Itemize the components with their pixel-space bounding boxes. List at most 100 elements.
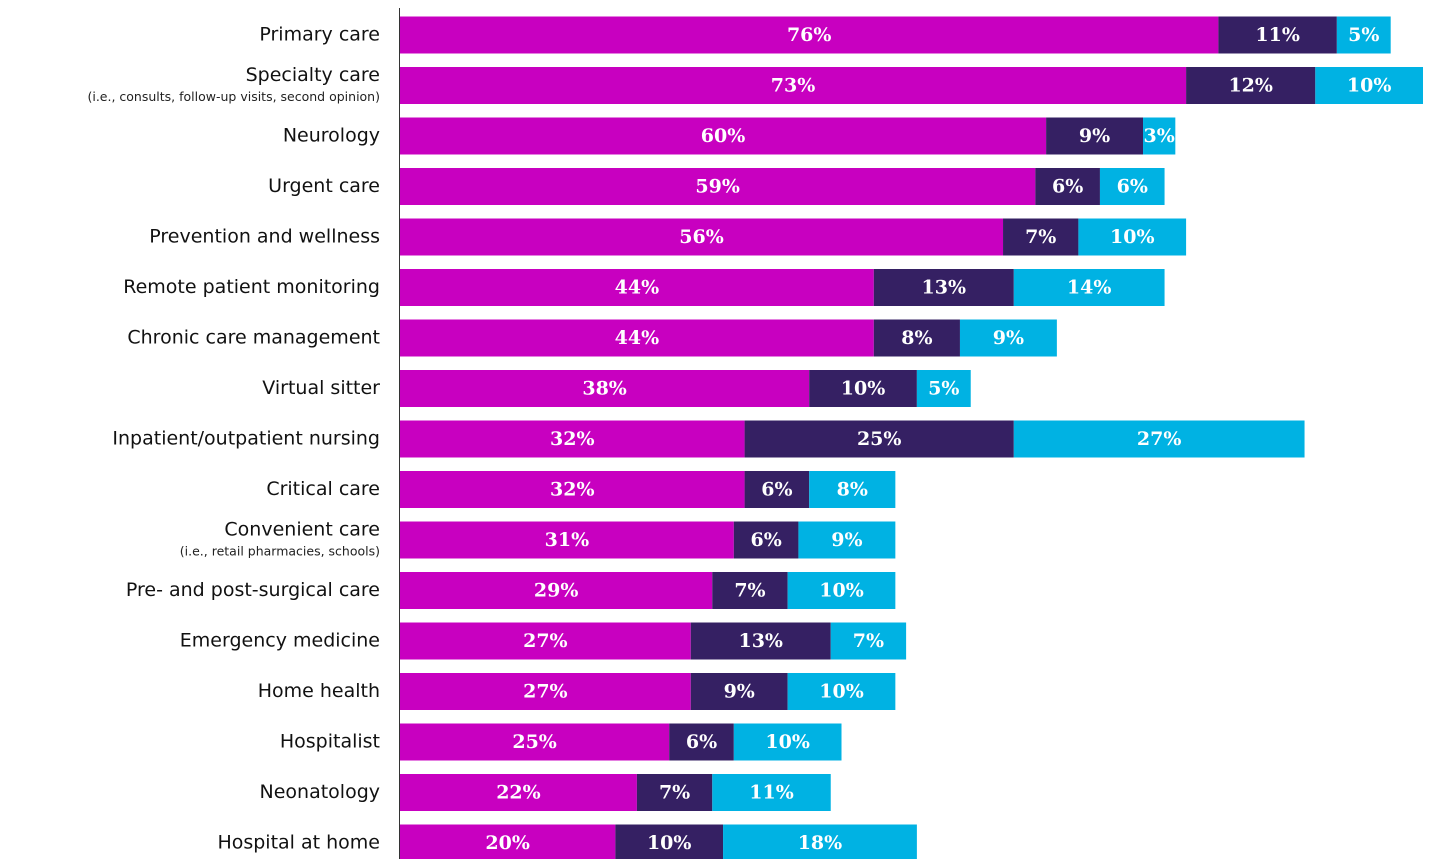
value-label: 9% [993,327,1024,349]
value-label: 10% [765,731,810,753]
bar-segment [400,16,1219,54]
bar-segment [830,622,907,660]
category-label: Critical care [266,478,380,500]
value-label: 12% [1228,75,1273,97]
bar-segment [400,572,713,609]
category-label: Hospitalist [280,731,380,753]
bar-segment [733,521,799,559]
value-label: 38% [582,378,627,400]
bar-segment [400,168,1036,205]
bar-segment [809,471,896,508]
bar-segment [723,824,917,859]
bar-segment [873,319,960,357]
value-label: 14% [1067,277,1112,299]
value-label: 10% [1347,75,1392,97]
value-label: 32% [550,428,595,450]
value-label: 20% [485,832,530,854]
bar-segment [787,572,896,609]
category-label: Neonatology [260,781,381,803]
bar-segment [669,723,734,761]
category-note: (i.e., consults, follow-up visits, secon… [87,89,380,104]
value-label: 3% [1144,125,1175,147]
bar-segment [400,723,670,761]
bar-segment [690,622,831,660]
bar-segment [400,824,616,859]
bar-segment [615,824,724,859]
bar-segment [1013,420,1305,458]
category-label: Virtual sitter [262,377,380,399]
value-label: 27% [523,630,568,652]
bar-segment [400,673,691,710]
bar-segment [400,269,874,306]
bar-segment [1078,218,1187,256]
bar-segment [1218,16,1337,54]
value-label: 6% [1052,176,1083,198]
value-label: 7% [734,580,765,602]
bar-segment [733,723,842,761]
value-label: 6% [1117,176,1148,198]
bar-segment [1186,67,1316,104]
value-label: 8% [901,327,932,349]
bar-segment [1315,67,1423,104]
category-label: Primary care [259,24,380,46]
value-label: 10% [647,832,692,854]
value-label: 9% [831,529,862,551]
bar-segment [400,117,1047,155]
value-label: 5% [1348,24,1379,46]
value-label: 6% [750,529,781,551]
category-label: Emergency medicine [180,630,380,652]
value-label: 11% [749,782,794,804]
category-label: Convenient care [224,519,380,541]
category-label: Pre- and post-surgical care [126,579,380,601]
value-label: 7% [853,630,884,652]
value-label: 44% [615,277,660,299]
value-label: 13% [738,630,783,652]
bar-segment [400,420,745,458]
bar-segment [809,370,917,407]
category-label: Home health [258,680,380,702]
category-label: Neurology [283,125,380,147]
bar-segment [787,673,896,710]
bar-segment [1046,117,1144,155]
category-note: (i.e., retail pharmacies, schools) [180,544,380,559]
value-label: 11% [1255,24,1300,46]
value-label: 73% [771,75,816,97]
bar-segment [1099,168,1165,205]
value-label: 10% [819,580,864,602]
bar-segment [916,370,971,407]
category-label: Specialty care [246,64,380,86]
bar-segment [636,774,713,811]
bar-segment [400,218,1004,256]
bar-segment [1143,117,1176,155]
category-label: Prevention and wellness [149,226,380,248]
bar-segment [400,774,637,811]
bar-segment [690,673,788,710]
bar-segment [798,521,896,559]
bar-segment [1013,269,1165,306]
bar-segment [400,370,810,407]
value-label: 8% [837,479,868,501]
value-label: 5% [928,378,959,400]
value-label: 59% [695,176,740,198]
value-label: 25% [512,731,557,753]
bar-segment [873,269,1014,306]
value-label: 10% [1110,226,1155,248]
value-label: 27% [1137,428,1182,450]
value-label: 29% [534,580,579,602]
value-label: 27% [523,681,568,703]
value-label: 9% [1079,125,1110,147]
category-label: Hospital at home [217,832,380,854]
category-label: Chronic care management [127,327,380,349]
bar-segment [712,774,831,811]
bar-segment [400,622,691,660]
value-label: 25% [857,428,902,450]
bar-segment [1003,218,1079,256]
value-label: 76% [787,24,832,46]
value-label: 6% [761,479,792,501]
category-label: Inpatient/outpatient nursing [112,428,380,450]
category-label: Urgent care [268,175,380,197]
value-label: 10% [819,681,864,703]
value-label: 22% [496,782,541,804]
value-label: 32% [550,479,595,501]
